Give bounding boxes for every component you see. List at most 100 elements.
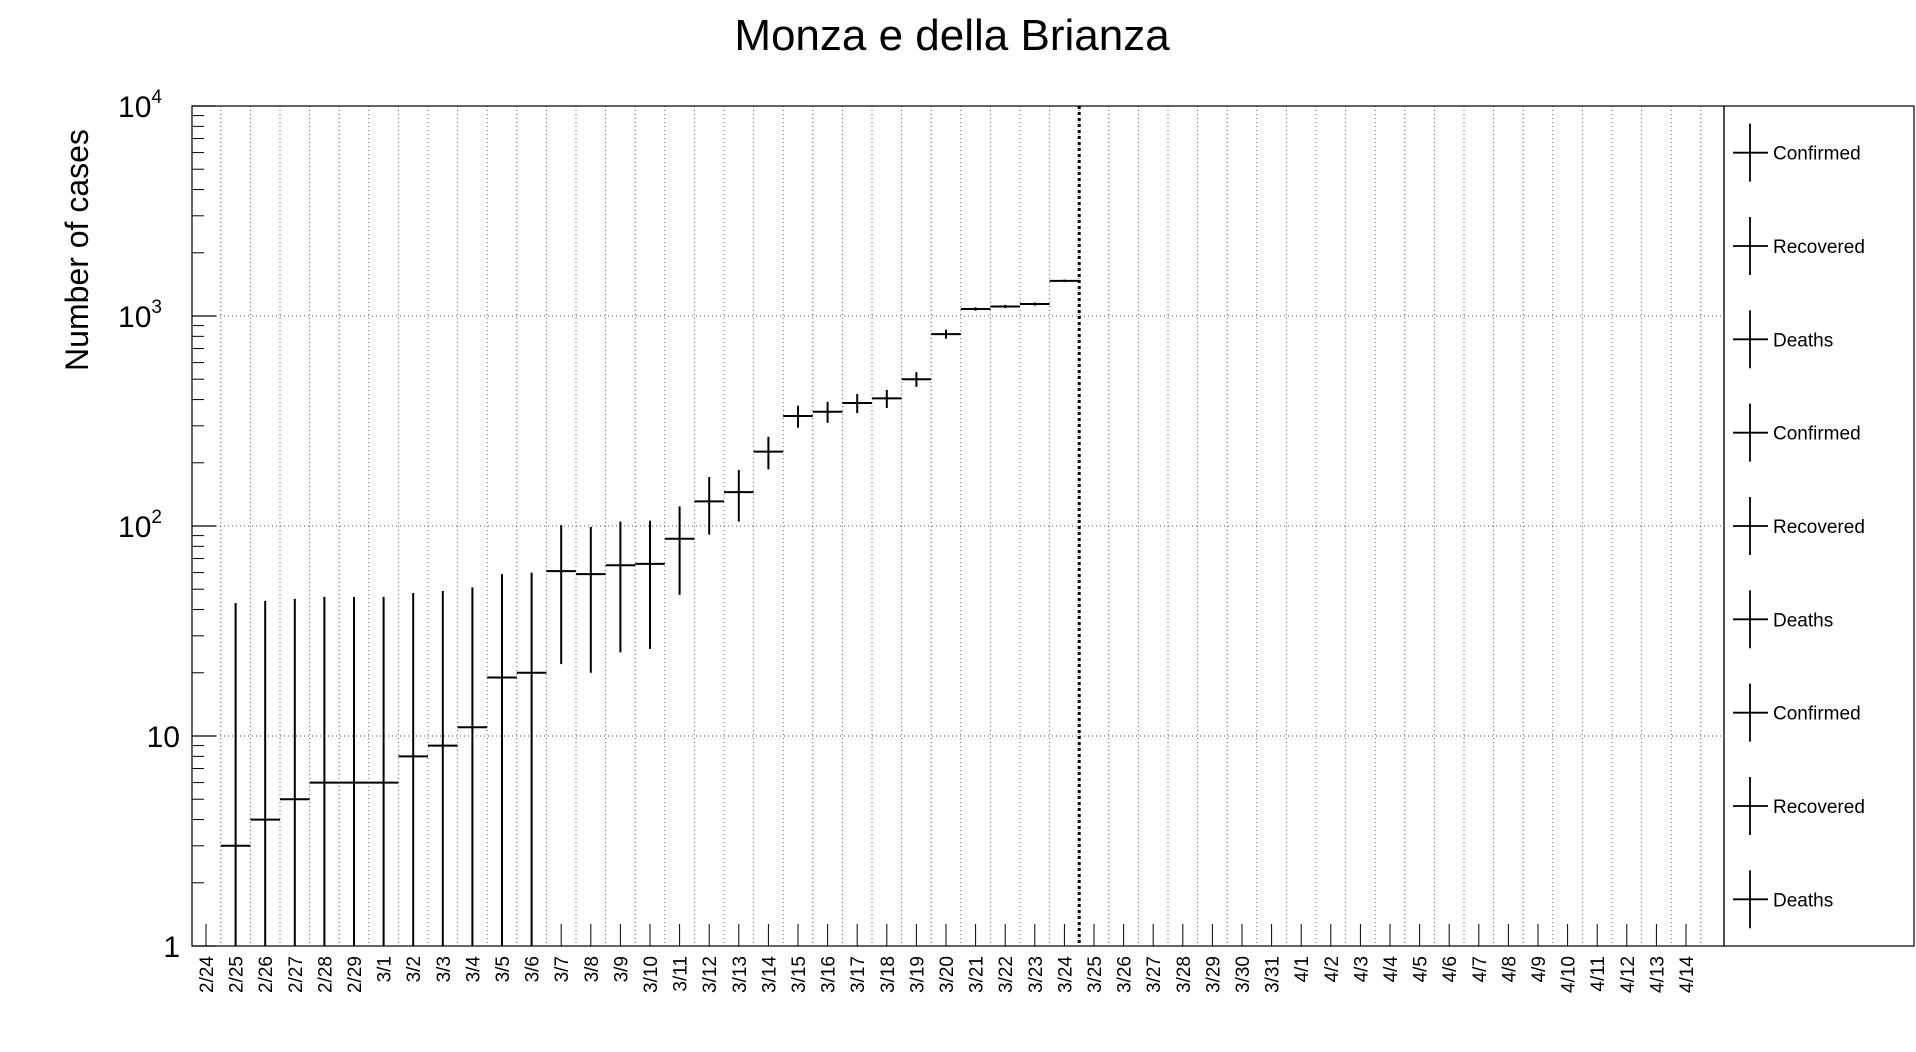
- data-point: [280, 598, 310, 946]
- data-point: [576, 526, 606, 673]
- legend-label: Deaths: [1773, 890, 1833, 911]
- x-tick-label: 3/29: [1203, 956, 1224, 993]
- legend-label: Recovered: [1773, 517, 1865, 538]
- x-tick-label: 3/27: [1144, 956, 1165, 993]
- data-point: [872, 389, 902, 408]
- legend-label: Confirmed: [1773, 144, 1861, 165]
- legend-label: Recovered: [1773, 237, 1865, 258]
- legend-entry: Confirmed: [1733, 683, 1861, 742]
- x-tick-label: 3/2: [404, 956, 425, 982]
- x-tick-label: 3/18: [878, 956, 899, 993]
- x-tick-label: 3/24: [1055, 956, 1076, 993]
- x-tick-label: 3/7: [552, 956, 573, 982]
- data-point: [368, 596, 399, 946]
- x-tick-label: 3/17: [848, 956, 869, 993]
- legend-label: Deaths: [1773, 610, 1833, 631]
- y-axis-label: Number of cases: [59, 129, 95, 371]
- legend-entry: Deaths: [1733, 870, 1833, 929]
- legend-entry: Confirmed: [1733, 403, 1861, 462]
- x-tick-label: 3/10: [641, 956, 662, 993]
- data-point: [812, 401, 843, 423]
- y-tick-label: 102: [118, 507, 162, 544]
- x-tick-label: 3/9: [611, 956, 632, 982]
- chart-title: Monza e della Brianza: [734, 11, 1170, 60]
- x-tick-label: 3/13: [730, 956, 751, 993]
- x-tick-label: 3/25: [1085, 956, 1106, 993]
- data-points: [220, 279, 1080, 946]
- legend-label: Deaths: [1773, 330, 1833, 351]
- x-tick-label: 3/30: [1233, 956, 1254, 993]
- x-tick-label: 4/9: [1529, 956, 1550, 982]
- legend-entry: Deaths: [1733, 310, 1833, 369]
- x-tick-label: 3/11: [671, 956, 692, 992]
- x-tick-label: 3/22: [996, 956, 1017, 993]
- legend-entry: Recovered: [1733, 217, 1865, 275]
- data-point: [428, 591, 458, 946]
- x-tick-label: 4/11: [1588, 956, 1609, 992]
- x-tick-label: 4/7: [1470, 956, 1491, 982]
- data-point: [753, 436, 784, 470]
- data-point: [457, 587, 488, 946]
- x-tick-label: 2/27: [286, 956, 307, 993]
- data-point: [664, 506, 695, 595]
- x-tick-label: 2/29: [345, 956, 366, 993]
- x-tick-label: 3/21: [967, 956, 988, 993]
- y-tick-label: 1: [163, 931, 180, 964]
- plot-frame: [191, 105, 1725, 947]
- y-tick-label: 104: [118, 87, 162, 124]
- x-tick-label: 3/3: [434, 956, 455, 982]
- x-tick-label: 4/13: [1647, 956, 1668, 993]
- y-tick-label: 10: [147, 721, 180, 754]
- data-point: [960, 307, 991, 311]
- x-tick-label: 3/12: [700, 956, 721, 993]
- data-point: [635, 520, 665, 649]
- x-tick-label: 3/19: [907, 956, 928, 993]
- legend-box: [1723, 105, 1915, 947]
- data-point: [487, 574, 517, 946]
- data-point: [339, 596, 369, 946]
- data-point: [220, 602, 251, 946]
- data-point: [309, 596, 340, 946]
- x-tick-label: 4/5: [1411, 956, 1432, 982]
- legend-entry: Recovered: [1733, 497, 1865, 555]
- x-tick-label: 4/6: [1440, 956, 1461, 982]
- legend-entry: Deaths: [1733, 590, 1833, 649]
- x-tick-label: 3/4: [463, 956, 484, 983]
- x-tick-label: 3/1: [375, 956, 396, 982]
- x-tick-label: 3/6: [523, 956, 544, 982]
- x-tick-label: 4/2: [1322, 956, 1343, 982]
- x-tick-label: 4/1: [1292, 956, 1313, 982]
- x-tick-label: 3/16: [819, 956, 840, 993]
- data-point: [250, 600, 280, 946]
- x-tick-label: 2/26: [256, 956, 277, 993]
- x-tick-label: 4/8: [1499, 956, 1520, 982]
- grid-lines: [192, 106, 1724, 946]
- x-tick-label: 4/14: [1677, 956, 1698, 993]
- x-tick-label: 4/10: [1559, 956, 1580, 993]
- legend-entries: Confirmed Recovered Deaths Confirmed Recover…: [1733, 123, 1865, 929]
- x-tick-label: 3/20: [937, 956, 958, 993]
- x-axis-ticks: 2/24 2/25 2/26 2/27 2/28 2/29 3/1 3/2 3/3 3/4 3/5 3…: [197, 924, 1698, 993]
- x-tick-label: 3/31: [1263, 956, 1284, 993]
- y-tick-label: 103: [118, 297, 162, 334]
- x-tick-label: 3/15: [789, 956, 810, 993]
- x-tick-label: 4/12: [1618, 956, 1639, 993]
- y-axis-ticks: 1 10 102 103 104: [118, 87, 216, 964]
- data-point: [1020, 302, 1050, 306]
- x-tick-label: 2/24: [197, 956, 218, 993]
- data-point: [783, 405, 813, 428]
- x-tick-label: 3/14: [759, 956, 780, 993]
- data-point: [931, 329, 961, 339]
- x-tick-label: 3/28: [1174, 956, 1195, 993]
- x-tick-label: 3/5: [493, 956, 514, 982]
- x-tick-label: 4/3: [1351, 956, 1372, 982]
- x-tick-label: 3/26: [1115, 956, 1136, 993]
- legend-label: Confirmed: [1773, 424, 1861, 445]
- data-point: [724, 469, 754, 522]
- data-point: [398, 592, 428, 946]
- data-point: [694, 477, 724, 535]
- x-tick-label: 2/25: [227, 956, 248, 993]
- data-point: [1049, 279, 1080, 283]
- x-tick-label: 2/28: [315, 956, 336, 993]
